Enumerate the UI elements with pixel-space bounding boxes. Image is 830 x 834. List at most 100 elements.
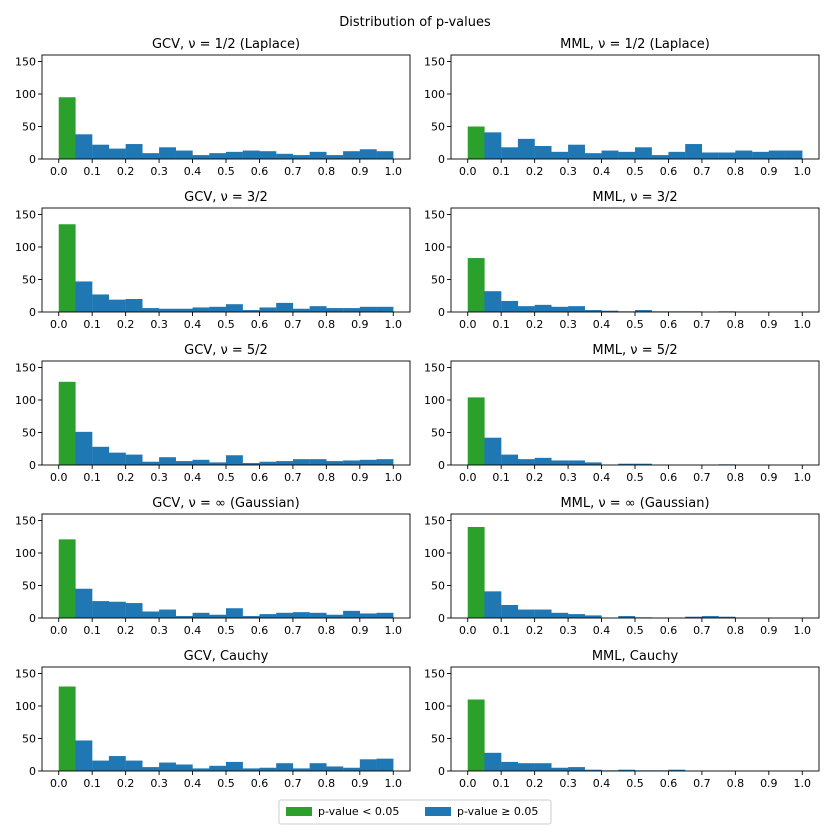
x-tick-label: 0.2: [117, 471, 135, 484]
x-tick-label: 0.8: [727, 318, 745, 331]
histogram-bar: [226, 304, 243, 312]
histogram-bar: [568, 614, 585, 618]
histogram-bar: [142, 461, 160, 465]
x-tick-label: 0.0: [459, 165, 477, 178]
histogram-bar: [242, 150, 260, 159]
histogram-bar: [467, 258, 485, 312]
histogram-bar: [584, 462, 602, 465]
histogram-bar: [142, 153, 160, 159]
x-tick-label: 0.9: [351, 471, 369, 484]
histogram-bar: [209, 765, 227, 771]
histogram-bar: [175, 461, 193, 465]
histogram-bar: [192, 612, 210, 618]
x-tick-label: 0.1: [83, 471, 101, 484]
histogram-bar: [309, 306, 327, 312]
histogram-bar: [484, 132, 502, 159]
y-tick-label: 50: [22, 580, 36, 593]
x-tick-label: 0.6: [251, 471, 269, 484]
histogram-bar: [484, 591, 502, 618]
x-tick-label: 0.6: [660, 318, 678, 331]
histogram-bar: [517, 459, 535, 465]
histogram-bar: [568, 144, 585, 159]
histogram-bar: [685, 144, 703, 159]
histogram-bar: [58, 224, 76, 312]
histogram-bar: [484, 291, 502, 312]
histogram-bar: [326, 461, 344, 465]
x-tick-label: 0.8: [318, 624, 336, 637]
subplot-2: MML, ν = 1/2 (Laplace) 0 50 100 150 0.0 0.1 0.2…: [424, 37, 820, 178]
y-tick-label: 50: [22, 733, 36, 746]
histogram-bar: [534, 609, 552, 618]
histogram-bar: [768, 150, 786, 159]
x-tick-label: 0.4: [593, 165, 611, 178]
y-tick-label: 0: [29, 612, 36, 625]
x-tick-label: 0.5: [217, 777, 235, 790]
histogram-bar: [108, 452, 126, 465]
histogram-bar: [259, 614, 277, 618]
histogram-bar: [584, 153, 602, 159]
subplot-5: GCV, ν = 5/2 0 50 100 150 0.0 0.1 0.2 0.3 0.4 0.5 0…: [15, 343, 411, 484]
x-tick-label: 0.7: [284, 165, 302, 178]
histogram-bar: [92, 144, 110, 159]
histogram-bar: [276, 302, 294, 312]
histogram-bar: [276, 612, 294, 618]
histogram-bar: [226, 761, 243, 771]
subplot-title: MML, ν = 5/2: [592, 343, 677, 358]
histogram-bar: [259, 307, 277, 312]
histogram-bar: [359, 613, 377, 618]
x-tick-label: 0.7: [284, 318, 302, 331]
x-tick-label: 0.2: [117, 318, 135, 331]
histogram-bar: [551, 612, 569, 618]
x-tick-label: 0.9: [351, 777, 369, 790]
x-tick-label: 0.4: [184, 624, 202, 637]
x-tick-label: 0.3: [559, 165, 577, 178]
y-tick-label: 50: [22, 274, 36, 287]
histogram-bar: [108, 299, 126, 312]
histogram-bar: [309, 763, 327, 771]
histogram-bar: [58, 381, 76, 465]
subplot-title: GCV, Cauchy: [184, 649, 269, 664]
histogram-bar: [534, 457, 552, 465]
x-tick-label: 1.0: [385, 471, 403, 484]
x-tick-label: 0.2: [117, 165, 135, 178]
histogram-bar: [584, 769, 602, 771]
x-tick-label: 1.0: [794, 624, 812, 637]
x-tick-label: 0.7: [693, 165, 711, 178]
x-tick-label: 1.0: [794, 165, 812, 178]
histogram-bar: [467, 126, 485, 159]
subplot-4: MML, ν = 3/2 0 50 100 150 0.0 0.1 0.2 0.3 0.4 0.5 0…: [424, 190, 820, 331]
subplot-title: GCV, ν = ∞ (Gaussian): [152, 496, 299, 511]
x-tick-label: 0.4: [184, 777, 202, 790]
x-tick-label: 1.0: [385, 624, 403, 637]
histogram-bar: [618, 769, 636, 771]
x-tick-label: 0.1: [83, 777, 101, 790]
x-tick-label: 0.5: [217, 471, 235, 484]
histogram-bar: [292, 612, 310, 618]
histogram-bar: [209, 153, 227, 159]
histogram-bar: [192, 768, 210, 771]
histogram-bar: [701, 152, 719, 159]
histogram-bar: [125, 760, 143, 771]
histogram-bar: [501, 147, 519, 159]
histogram-bar: [159, 762, 176, 771]
y-tick-label: 150: [424, 209, 445, 222]
y-tick-label: 50: [431, 733, 445, 746]
histogram-bar: [668, 151, 686, 159]
histogram-bar: [551, 306, 569, 312]
legend-swatch-significant: [286, 807, 312, 816]
x-tick-label: 0.9: [760, 777, 778, 790]
x-tick-label: 0.2: [526, 777, 544, 790]
x-tick-label: 0.5: [217, 624, 235, 637]
x-tick-label: 0.2: [526, 471, 544, 484]
y-tick-label: 100: [424, 394, 445, 407]
x-tick-label: 0.0: [50, 624, 68, 637]
y-tick-label: 50: [431, 427, 445, 440]
histogram-bar: [108, 148, 126, 159]
x-tick-label: 0.5: [217, 318, 235, 331]
histogram-bar: [501, 454, 519, 465]
histogram-bar: [159, 147, 176, 159]
histogram-bar: [92, 760, 110, 771]
x-tick-label: 0.3: [559, 318, 577, 331]
histogram-bar: [58, 97, 76, 159]
